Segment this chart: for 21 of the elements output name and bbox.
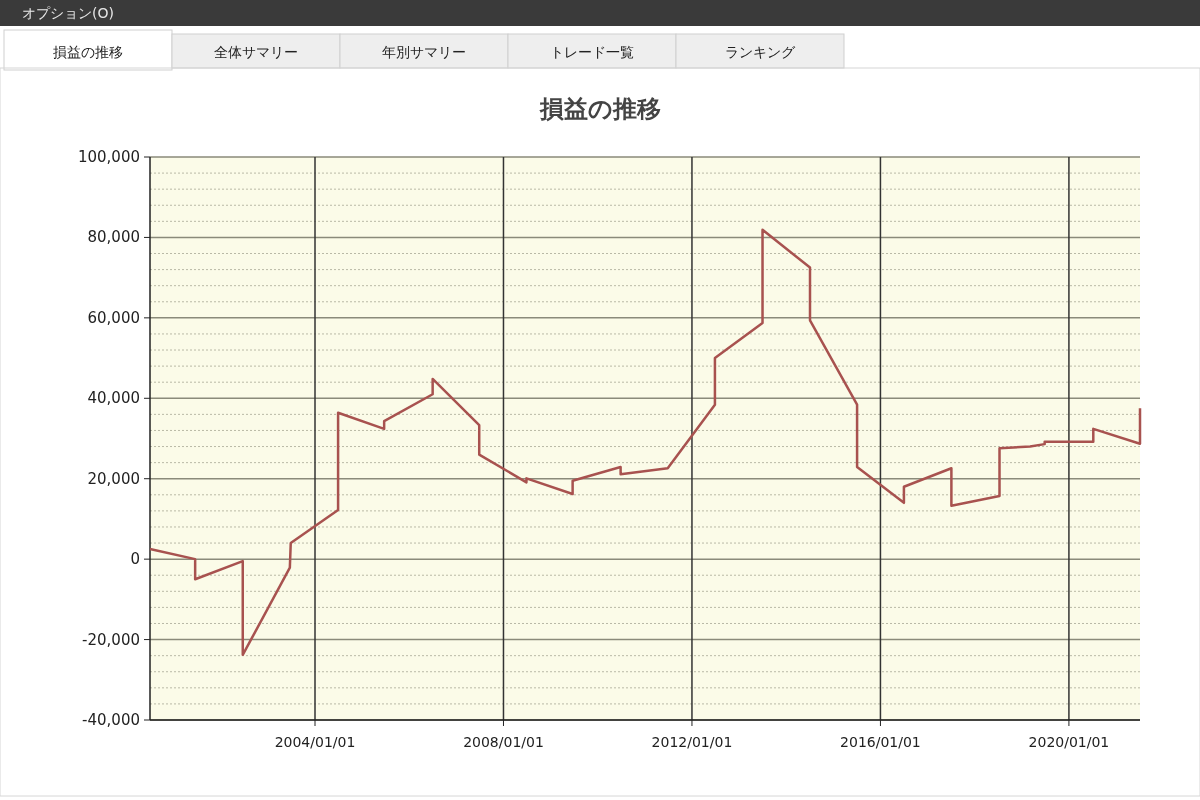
x-tick-label: 2004/01/01	[274, 734, 356, 750]
y-tick-label: -40,000	[82, 711, 140, 729]
y-tick-label: 0	[130, 550, 140, 569]
x-tick-label: 2008/01/01	[463, 734, 544, 750]
y-tick-label: 80,000	[87, 228, 140, 247]
x-tick-label: 2020/01/01	[1028, 734, 1110, 750]
text: 全体サマリー	[214, 44, 298, 60]
text: 損益の推移	[53, 44, 123, 60]
y-tick-label: 20,000	[87, 469, 140, 488]
y-tick-label: 40,000	[87, 389, 140, 408]
chart-title: 損益の推移	[538, 95, 661, 123]
x-tick-label: 2016/01/01	[840, 734, 921, 750]
y-tick-label: -20,000	[82, 630, 140, 649]
text: 年別サマリー	[382, 44, 466, 60]
y-tick-label: 60,000	[87, 308, 140, 327]
x-tick-label: 2012/01/01	[651, 734, 733, 750]
y-tick-label: 100,000	[77, 148, 140, 166]
text: オプション(O)	[22, 5, 114, 21]
text: ランキング	[725, 44, 796, 60]
text: トレード一覧	[550, 44, 634, 60]
line-series	[148, 228, 1142, 657]
